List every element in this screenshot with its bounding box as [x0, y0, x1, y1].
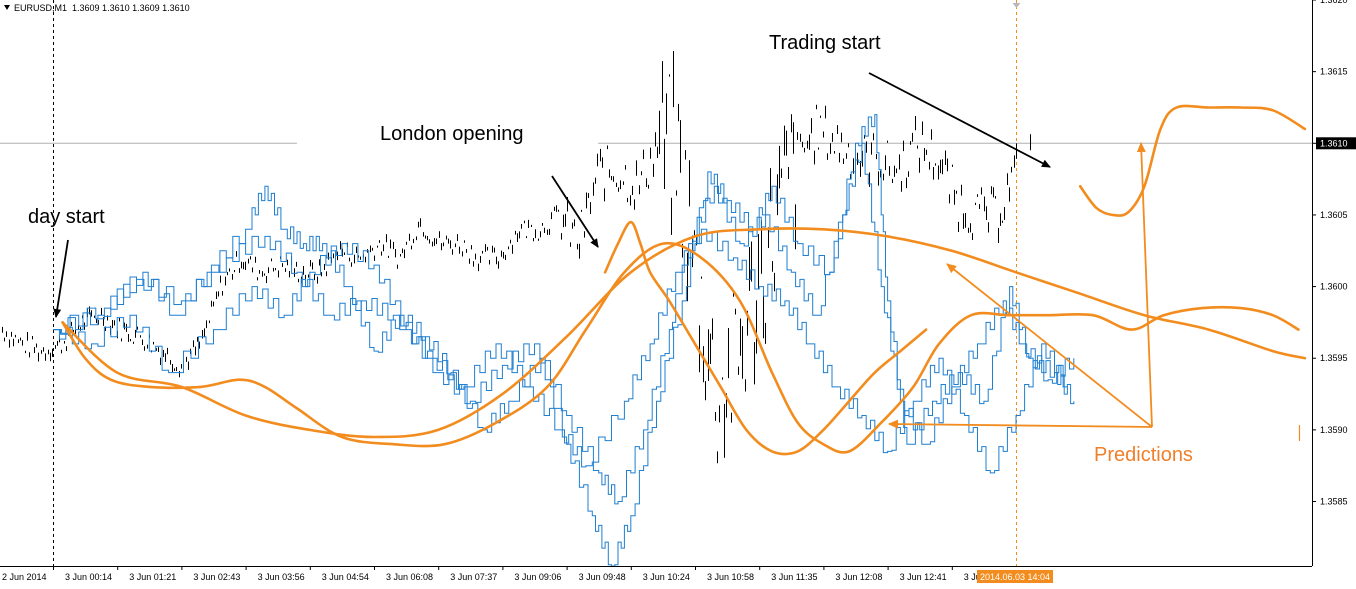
annotation-arrow [551, 175, 599, 248]
annotation-arrow [868, 72, 1051, 168]
highlighted-time-label: 2014.06.03 14:04 [980, 572, 1050, 582]
predictions-arrow [946, 263, 1153, 428]
cursor-marker-icon [1012, 3, 1021, 8]
price-tick-label: 1.3620 [1320, 0, 1348, 5]
ensemble-path-line [53, 114, 1075, 567]
price-tick-label: 1.3615 [1320, 67, 1348, 77]
current-price-badge [1316, 137, 1356, 150]
annotation-arrow [53, 239, 69, 318]
prediction-curve-line [61, 227, 1307, 439]
time-tick-label: 3 Jun 10:58 [707, 572, 754, 582]
highlighted-time-badge [977, 570, 1053, 583]
time-tick-label: 3 Jun 01:21 [129, 572, 176, 582]
time-tick-label: 3 Jun 10:24 [643, 572, 690, 582]
time-tick-label: 3 Jun 09:06 [514, 572, 561, 582]
time-tick-label: 3 Jun 03:56 [258, 572, 305, 582]
time-tick-label: 2 Jun 2014 [2, 572, 47, 582]
current-price-label: 1.3610 [1320, 138, 1348, 148]
predictions-arrow [1136, 142, 1153, 428]
ensemble-path-line [53, 228, 1068, 474]
prediction-curve-line [61, 241, 1300, 454]
ensemble-path-line [53, 142, 1075, 505]
price-tick-label: 1.3595 [1320, 353, 1348, 363]
prediction-curve-line [1078, 104, 1307, 217]
predictions-arrow [888, 419, 1153, 429]
time-tick-label: 3 Jun 07:37 [450, 572, 497, 582]
ohlc-values: 1.3609 1.3610 1.3609 1.3610 [72, 3, 190, 13]
time-tick-label: 3 Jun 11:35 [771, 572, 817, 582]
prediction-curve-line [603, 220, 928, 456]
time-tick-label: 3 Jun 04:54 [322, 572, 369, 582]
annotation-label: Trading start [769, 32, 881, 54]
predictions-label: Predictions [1094, 444, 1193, 466]
time-tick-label: 3 Jun 06:08 [386, 572, 433, 582]
annotation-label: London opening [380, 123, 523, 145]
price-tick-label: 1.3585 [1320, 497, 1348, 507]
symbol-label: EURUSD,M1 [14, 3, 68, 13]
chevron-down-icon [4, 5, 10, 10]
symbol-header: EURUSD,M1 1.3609 1.3610 1.3609 1.3610 [4, 3, 190, 13]
time-tick-label: 3 Jun 09:48 [579, 572, 626, 582]
time-tick-label: 3 Jun 02:43 [193, 572, 240, 582]
price-tick-label: 1.3590 [1320, 425, 1348, 435]
time-tick-label: 3 Jun 12:41 [900, 572, 947, 582]
time-tick-label: 3 Jun 12:08 [835, 572, 882, 582]
price-axis-background [1312, 0, 1356, 584]
annotation-label: day start [28, 206, 105, 228]
price-tick-label: 1.3605 [1320, 210, 1348, 220]
price-tick-label: 1.3600 [1320, 282, 1348, 292]
time-tick-label: 3 Jun 00:14 [65, 572, 112, 582]
